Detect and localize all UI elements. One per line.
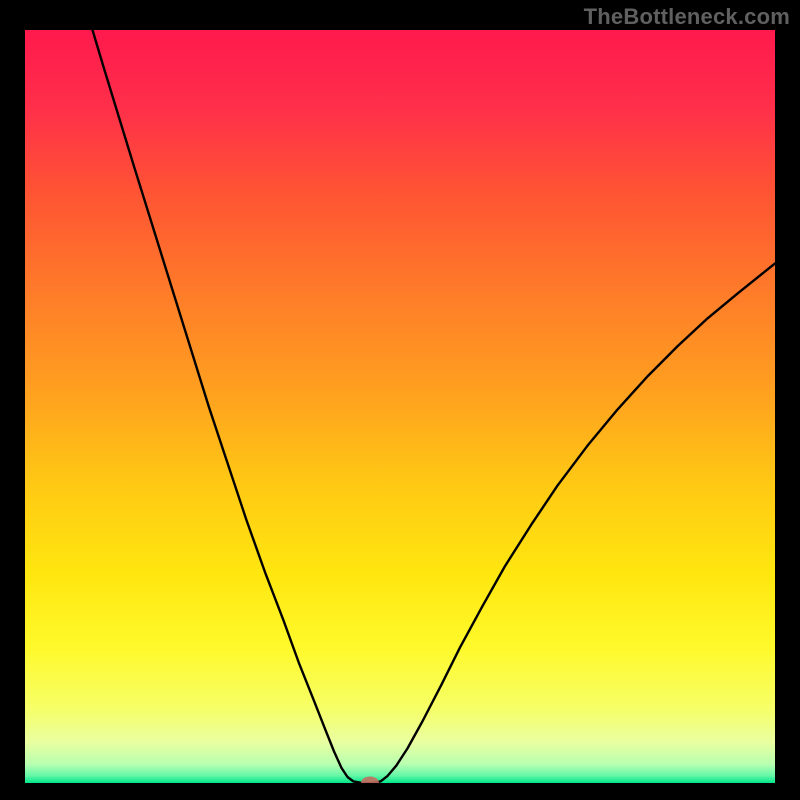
plot-area (25, 30, 775, 783)
watermark-text: TheBottleneck.com (584, 4, 790, 30)
gradient-background (25, 30, 775, 783)
plot-svg (25, 30, 775, 783)
chart-container: TheBottleneck.com (0, 0, 800, 800)
